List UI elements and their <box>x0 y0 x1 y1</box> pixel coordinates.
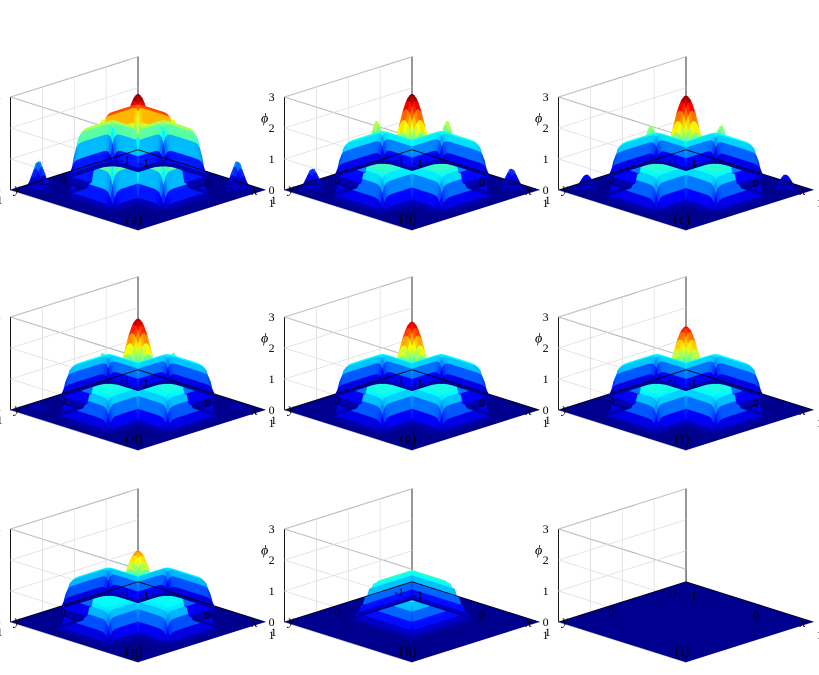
surface-cell <box>433 163 438 165</box>
surface-cell <box>518 184 523 186</box>
surface-cell <box>116 166 122 167</box>
z-tick-label: 2 <box>269 121 275 135</box>
surface-cell <box>108 164 113 167</box>
z-tick-label: 3 <box>269 90 275 104</box>
y-axis-line <box>284 149 413 191</box>
panel-b: 0 1 2 3 ϕ -1 0 1 x -1 0 1 y (b) <box>261 18 548 240</box>
surface-cell <box>112 164 117 167</box>
y-tick-label: -1 <box>120 153 130 167</box>
z-tick-label: 0 <box>0 183 1 197</box>
y-axis-line <box>10 149 139 191</box>
surface-cell <box>437 162 442 164</box>
y-axis-label: y <box>286 182 295 197</box>
x-tick-label: 0 <box>205 176 211 190</box>
surface-cell <box>154 166 160 167</box>
grid-line <box>557 56 687 138</box>
surface-cell <box>103 166 109 167</box>
surface-cell <box>377 162 383 164</box>
z-tick-label: 1 <box>0 152 1 166</box>
surface-cell <box>27 184 32 186</box>
grid-line <box>283 56 413 138</box>
x-tick-label: -1 <box>413 156 423 170</box>
caption-b: (b) <box>399 212 417 228</box>
surface-cell <box>167 166 173 167</box>
x-tick-label: 1 <box>542 196 548 210</box>
surface-cell <box>237 183 243 185</box>
surface-cell <box>371 163 376 165</box>
z-tick-label: 3 <box>0 90 1 104</box>
surface-mesh <box>20 93 256 214</box>
surface-cell <box>386 163 391 165</box>
surface-cell <box>233 183 238 185</box>
surface-cell <box>318 184 323 186</box>
surface-cell <box>229 184 234 186</box>
surface-cell <box>42 184 47 186</box>
y-axis-label: y <box>12 182 21 197</box>
x-axis-line <box>137 149 266 191</box>
y-tick-label: 0 <box>334 173 340 187</box>
y-tick-label: 1 <box>271 193 277 207</box>
z-tick-label: 2 <box>0 121 1 135</box>
surface-mesh <box>294 93 530 217</box>
surface-cell <box>382 162 387 164</box>
surface-cell <box>501 184 506 186</box>
surface-cell <box>441 162 447 164</box>
x-axis-label: x <box>251 184 259 199</box>
grid-line <box>9 56 139 138</box>
z-tick-label: 1 <box>269 152 275 166</box>
surface-cell <box>159 164 164 167</box>
y-tick-label: 1 <box>0 193 3 207</box>
surface-cell <box>163 164 168 167</box>
surface-cell <box>244 184 249 186</box>
y-tick-label: 0 <box>60 173 66 187</box>
surface-cell <box>301 184 306 186</box>
z-axis-label: ϕ <box>261 111 268 126</box>
x-axis-label: x <box>525 184 533 199</box>
surface-cell <box>33 183 39 185</box>
z-tick-label: 0 <box>269 183 275 197</box>
surface-cell <box>448 163 453 165</box>
surface-cell <box>38 183 43 185</box>
y-tick-label: -1 <box>394 153 404 167</box>
x-tick-label: 1 <box>268 196 274 210</box>
x-axis-line <box>411 149 540 191</box>
caption-a: (a) <box>125 212 143 228</box>
x-tick-label: 0 <box>479 176 485 190</box>
x-tick-label: -1 <box>139 156 149 170</box>
